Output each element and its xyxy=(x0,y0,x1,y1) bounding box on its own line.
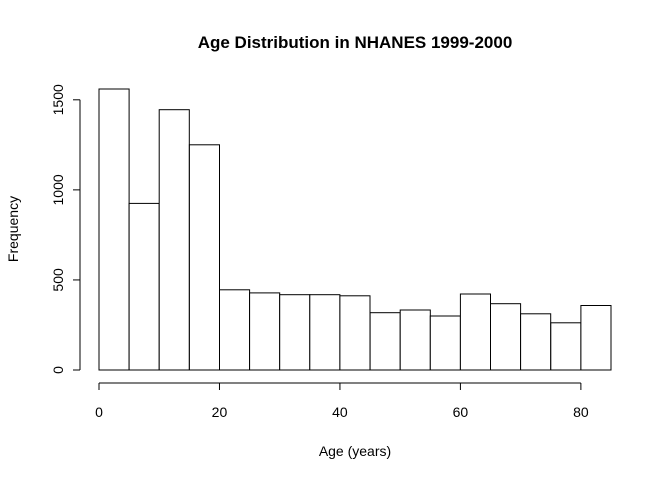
histogram-bar-65-70 xyxy=(490,303,522,371)
chart-title: Age Distribution in NHANES 1999-2000 xyxy=(198,33,513,52)
histogram-bar-35-40 xyxy=(309,294,341,371)
x-axis-label: Age (years) xyxy=(319,443,391,459)
histogram-bar-60-65 xyxy=(459,293,491,371)
histogram-bar-5-10 xyxy=(128,202,160,371)
x-tick-label-60: 60 xyxy=(453,404,469,420)
histogram-bar-40-45 xyxy=(339,295,371,371)
x-axis: 0 20 40 60 80 xyxy=(95,382,589,420)
x-tick-label-20: 20 xyxy=(212,404,228,420)
histogram-bar-0-5 xyxy=(98,88,130,371)
y-tick-label-1000: 1000 xyxy=(50,174,66,205)
x-tick-label-0: 0 xyxy=(95,404,103,420)
x-tick-label-40: 40 xyxy=(332,404,348,420)
histogram-bar-30-35 xyxy=(279,294,311,371)
histogram-bar-15-20 xyxy=(188,144,220,371)
histogram-bar-20-25 xyxy=(219,289,251,371)
histogram-bar-55-60 xyxy=(429,315,461,371)
y-tick-label-500: 500 xyxy=(50,268,66,292)
x-tick-label-80: 80 xyxy=(573,404,589,420)
bars-group xyxy=(98,88,612,371)
y-tick-label-1500: 1500 xyxy=(50,84,66,115)
histogram-bar-50-55 xyxy=(399,309,431,371)
y-axis-label: Frequency xyxy=(5,196,21,262)
histogram-bar-70-75 xyxy=(520,313,552,371)
y-axis: 0 500 1000 1500 xyxy=(50,84,81,374)
y-tick-label-0: 0 xyxy=(50,366,66,374)
histogram-bar-45-50 xyxy=(369,312,401,371)
histogram-bar-10-15 xyxy=(158,109,190,371)
histogram-bar-75-80 xyxy=(550,322,582,371)
histogram-bar-80-85 xyxy=(580,305,612,371)
histogram-bar-25-30 xyxy=(249,292,281,371)
